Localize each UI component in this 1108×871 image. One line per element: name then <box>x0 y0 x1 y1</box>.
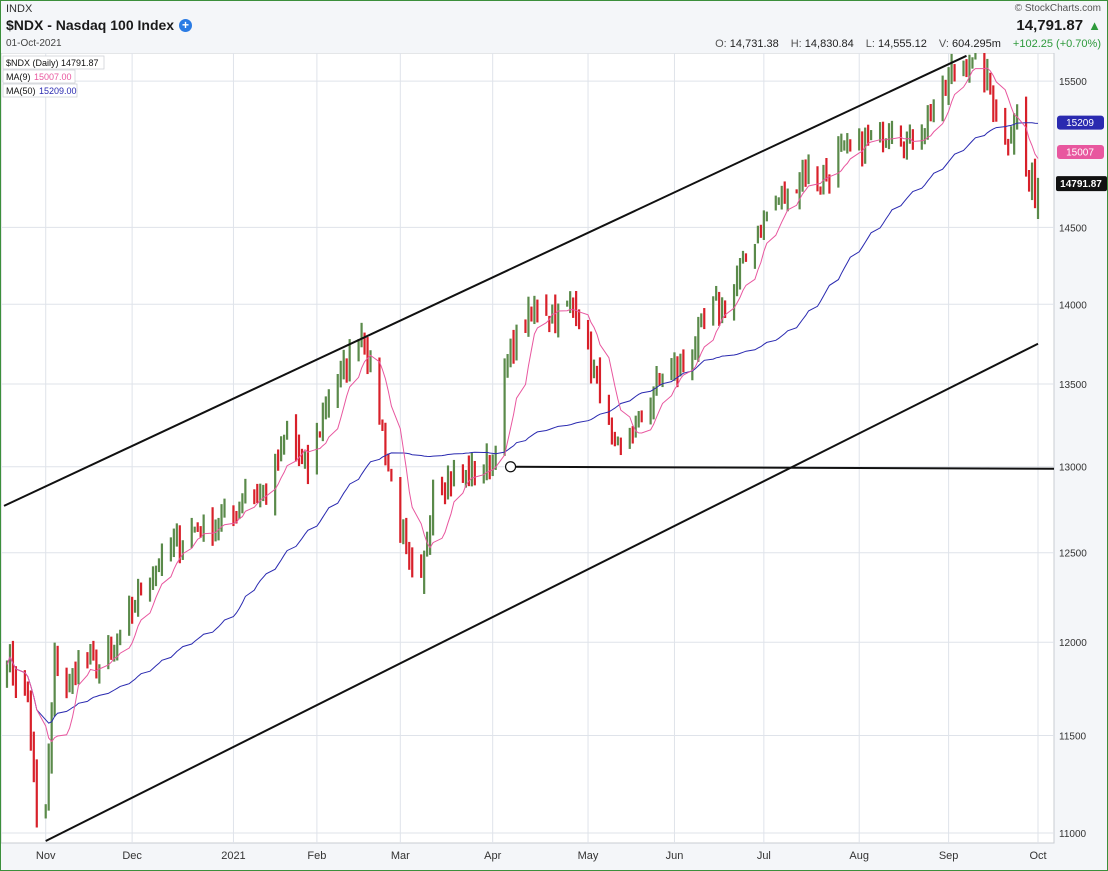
line-handle-icon[interactable] <box>504 461 517 473</box>
ma50-line <box>6 122 1039 724</box>
x-tick-label: Feb <box>307 850 326 862</box>
x-tick-label: Sep <box>939 850 959 862</box>
symbol-label: INDX <box>6 3 33 15</box>
x-tick-label: Mar <box>391 850 410 862</box>
horizontal-support-line[interactable] <box>510 465 1055 470</box>
ohlc-readout: O: 14,731.38 H: 14,830.84 L: 14,555.12 V… <box>715 38 1101 50</box>
plot-area <box>1 53 1055 844</box>
y-tick-label: 13000 <box>1059 463 1087 474</box>
y-axis: 11000 11500 12000 12500 13000 13500 14000 14500… <box>1059 77 1087 840</box>
y-tick-label: 14000 <box>1059 300 1087 311</box>
x-tick-label: Oct <box>1029 850 1046 862</box>
ma50-price-tag: 15209 <box>1057 115 1104 130</box>
trendline-channel-upper[interactable] <box>3 54 967 507</box>
trendline-channel-lower[interactable] <box>45 342 1039 842</box>
open-readout: O: 14,731.38 <box>715 38 779 50</box>
ma9-line <box>6 67 1039 743</box>
copyright-text: © StockCharts.com <box>1014 3 1101 14</box>
last-price-row: 14,791.87 ▲ <box>1016 17 1101 34</box>
chart-date: 01-Oct-2021 <box>6 38 62 49</box>
legend-ma9-name: MA(9) <box>6 72 31 82</box>
x-tick-label: Apr <box>484 850 501 862</box>
x-tick-label: Dec <box>122 850 142 862</box>
x-axis: Nov Dec 2021 Feb Mar Apr May Jun Jul Aug Sep Oct <box>36 850 1047 862</box>
x-tick-label: 2021 <box>221 850 245 862</box>
trendlines[interactable] <box>3 54 1055 842</box>
chart-legend: $NDX (Daily) 14791.87 MA(9) 15007.00 MA(… <box>2 55 105 98</box>
ma9-price-tag: 15007 <box>1057 144 1104 159</box>
up-triangle-icon: ▲ <box>1088 18 1101 33</box>
change-readout: +102.25 (+0.70%) <box>1012 38 1101 50</box>
legend-ma50-value: 15209.00 <box>39 86 77 96</box>
y-tick-label: 15500 <box>1059 77 1087 88</box>
x-tick-label: Jul <box>757 850 771 862</box>
last-price: 14,791.87 <box>1016 17 1084 34</box>
legend-ma50-name: MA(50) <box>6 86 36 96</box>
y-tick-label: 13500 <box>1059 380 1087 391</box>
x-tick-label: Aug <box>849 850 869 862</box>
y-tick-label: 12500 <box>1059 549 1087 560</box>
high-readout: H: 14,830.84 <box>790 38 854 50</box>
chart-title-row: $NDX - Nasdaq 100 Index + <box>6 17 193 33</box>
price-chart[interactable]: 11000 11500 12000 12500 13000 13500 14000 14500… <box>1 53 1107 869</box>
svg-text:14791.87: 14791.87 <box>1060 179 1102 190</box>
last-price-tag: 14791.87 <box>1056 176 1107 192</box>
y-tick-label: 11000 <box>1059 829 1087 840</box>
legend-ma9-value: 15007.00 <box>34 72 72 82</box>
price-bars <box>5 53 1040 828</box>
x-tick-label: Jun <box>666 850 684 862</box>
legend-main: $NDX (Daily) 14791.87 <box>6 58 99 68</box>
y-tick-label: 12000 <box>1059 638 1087 649</box>
low-readout: L: 14,555.12 <box>865 38 927 50</box>
volume-readout: V: 604.295m <box>938 38 1001 50</box>
y-tick-label: 11500 <box>1059 732 1087 743</box>
add-plus-icon[interactable]: + <box>179 18 193 32</box>
svg-text:15209: 15209 <box>1066 118 1094 129</box>
chart-title: $NDX - Nasdaq 100 Index <box>6 17 175 33</box>
price-tags: 15209 15007 14791.87 <box>1056 115 1107 192</box>
x-tick-label: Nov <box>36 850 56 862</box>
y-tick-label: 14500 <box>1059 223 1087 234</box>
svg-text:15007: 15007 <box>1066 147 1094 158</box>
x-tick-label: May <box>578 850 599 862</box>
